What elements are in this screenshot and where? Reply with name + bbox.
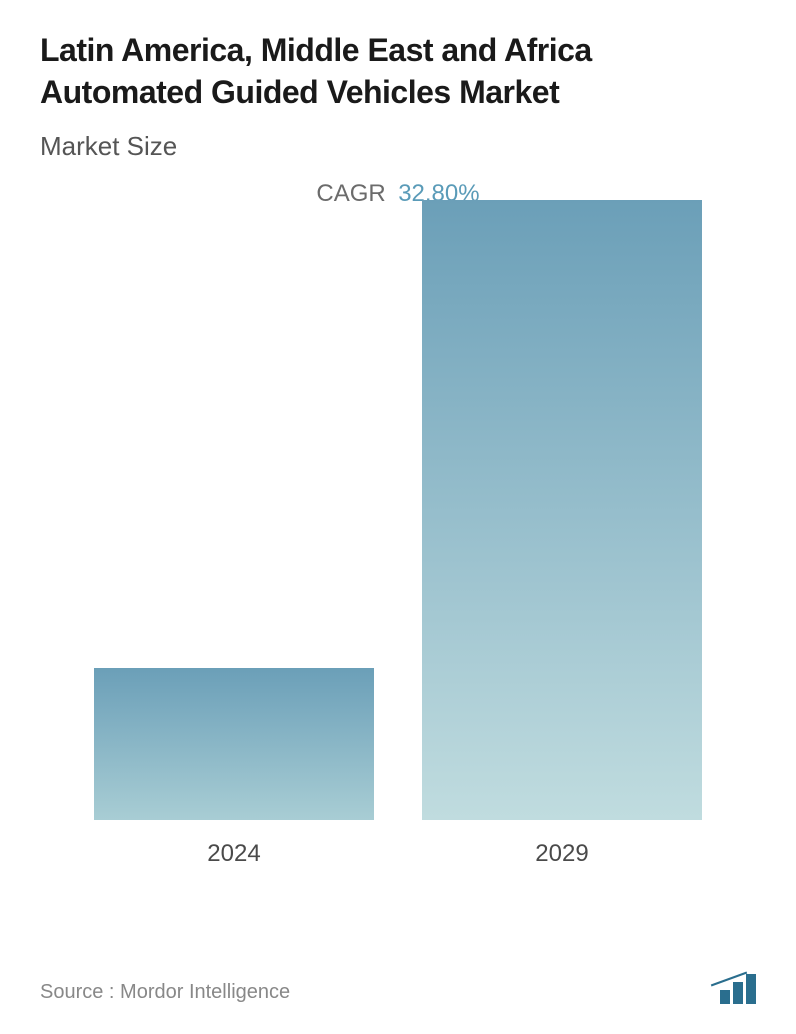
chart-subtitle: Market Size: [40, 131, 756, 162]
bar-0: [94, 668, 374, 820]
bar-label-1: 2029: [535, 840, 588, 868]
chart-title: Latin America, Middle East and Africa Au…: [40, 30, 756, 113]
cagr-label: CAGR: [316, 180, 385, 207]
logo: [720, 974, 756, 1004]
source-text: Source : Mordor Intelligence: [40, 981, 290, 1004]
logo-bar-1: [733, 982, 743, 1004]
bar-group-1: 2029: [422, 200, 702, 868]
bar-group-0: 2024: [94, 668, 374, 868]
footer: Source : Mordor Intelligence: [40, 974, 756, 1004]
bar-label-0: 2024: [207, 840, 260, 868]
bar-1: [422, 200, 702, 820]
logo-bar-0: [720, 990, 730, 1004]
logo-bar-2: [746, 974, 756, 1004]
chart-area: 2024 2029: [40, 228, 756, 868]
